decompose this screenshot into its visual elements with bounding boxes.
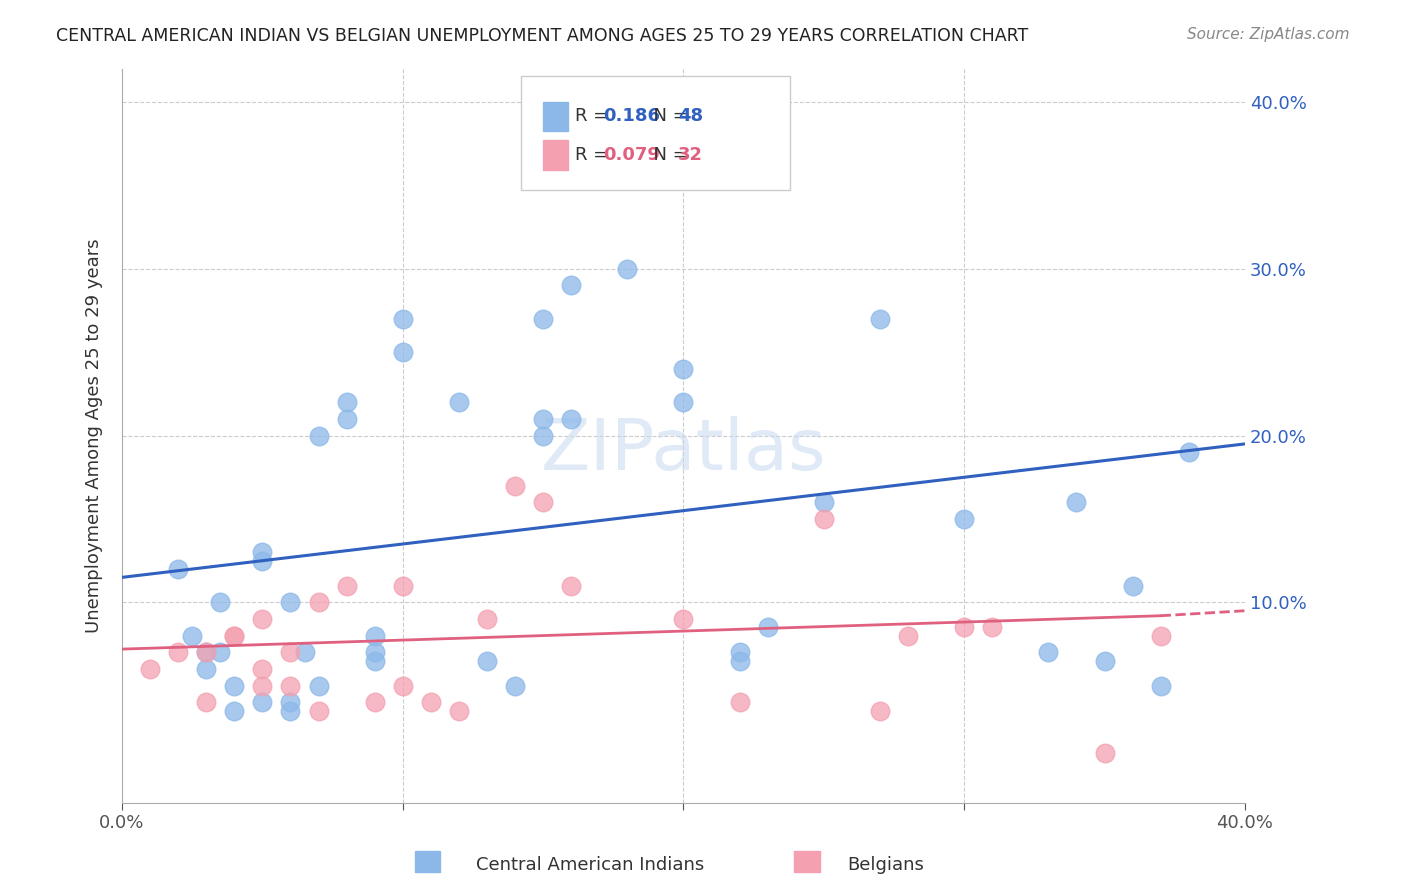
- Point: [280, 704, 302, 718]
- Point: [224, 629, 246, 643]
- Point: [728, 654, 751, 668]
- Point: [447, 395, 470, 409]
- Point: [195, 662, 218, 676]
- Point: [224, 629, 246, 643]
- Point: [672, 612, 695, 626]
- Point: [475, 654, 498, 668]
- Text: Belgians: Belgians: [848, 856, 924, 874]
- Point: [531, 412, 554, 426]
- Point: [869, 704, 891, 718]
- Point: [363, 654, 385, 668]
- Point: [308, 428, 330, 442]
- Text: Central American Indians: Central American Indians: [477, 856, 704, 874]
- Point: [336, 579, 359, 593]
- Point: [252, 679, 274, 693]
- Y-axis label: Unemployment Among Ages 25 to 29 years: Unemployment Among Ages 25 to 29 years: [86, 238, 103, 632]
- Point: [728, 645, 751, 659]
- Point: [531, 495, 554, 509]
- Point: [209, 595, 232, 609]
- Point: [280, 679, 302, 693]
- Point: [531, 428, 554, 442]
- FancyBboxPatch shape: [520, 76, 790, 190]
- Point: [308, 704, 330, 718]
- Point: [1038, 645, 1060, 659]
- Point: [280, 595, 302, 609]
- Point: [252, 545, 274, 559]
- Point: [1150, 629, 1173, 643]
- Point: [391, 311, 413, 326]
- Point: [391, 579, 413, 593]
- Point: [308, 595, 330, 609]
- Point: [560, 278, 582, 293]
- Point: [588, 145, 610, 159]
- Text: 48: 48: [678, 107, 703, 125]
- Point: [475, 612, 498, 626]
- Point: [209, 645, 232, 659]
- Point: [336, 395, 359, 409]
- Point: [181, 629, 204, 643]
- Point: [363, 629, 385, 643]
- Point: [531, 311, 554, 326]
- Point: [252, 696, 274, 710]
- Point: [897, 629, 920, 643]
- Text: R =: R =: [575, 107, 613, 125]
- Point: [391, 345, 413, 359]
- Point: [224, 679, 246, 693]
- Point: [363, 696, 385, 710]
- Point: [756, 620, 779, 634]
- Point: [560, 579, 582, 593]
- Point: [294, 645, 316, 659]
- Text: 0.186: 0.186: [603, 107, 659, 125]
- Point: [195, 645, 218, 659]
- Text: R =: R =: [575, 146, 613, 164]
- Point: [672, 395, 695, 409]
- Text: 32: 32: [678, 146, 703, 164]
- Bar: [543, 140, 568, 169]
- Point: [252, 612, 274, 626]
- Point: [224, 704, 246, 718]
- Point: [308, 679, 330, 693]
- Text: Source: ZipAtlas.com: Source: ZipAtlas.com: [1187, 27, 1350, 42]
- Point: [280, 645, 302, 659]
- Point: [503, 679, 526, 693]
- Text: 0.079: 0.079: [603, 146, 659, 164]
- Text: N =: N =: [643, 107, 693, 125]
- Point: [813, 512, 835, 526]
- Point: [336, 412, 359, 426]
- Text: N =: N =: [643, 146, 693, 164]
- Text: ZIPatlas: ZIPatlas: [541, 416, 827, 484]
- Point: [672, 361, 695, 376]
- Bar: [543, 102, 568, 131]
- Point: [252, 554, 274, 568]
- Point: [167, 645, 190, 659]
- Point: [195, 696, 218, 710]
- Point: [447, 704, 470, 718]
- Point: [813, 495, 835, 509]
- Point: [1177, 445, 1199, 459]
- Point: [391, 679, 413, 693]
- Text: CENTRAL AMERICAN INDIAN VS BELGIAN UNEMPLOYMENT AMONG AGES 25 TO 29 YEARS CORREL: CENTRAL AMERICAN INDIAN VS BELGIAN UNEMP…: [56, 27, 1029, 45]
- Point: [560, 412, 582, 426]
- Point: [195, 645, 218, 659]
- Point: [1150, 679, 1173, 693]
- Point: [953, 620, 976, 634]
- Point: [280, 696, 302, 710]
- Point: [167, 562, 190, 576]
- Point: [139, 662, 162, 676]
- Point: [1066, 495, 1088, 509]
- Point: [419, 696, 441, 710]
- Point: [503, 478, 526, 492]
- Point: [981, 620, 1004, 634]
- Point: [1122, 579, 1144, 593]
- Point: [252, 662, 274, 676]
- Point: [616, 261, 638, 276]
- Point: [953, 512, 976, 526]
- Point: [363, 645, 385, 659]
- Point: [728, 696, 751, 710]
- Point: [1094, 654, 1116, 668]
- Point: [1094, 746, 1116, 760]
- Point: [869, 311, 891, 326]
